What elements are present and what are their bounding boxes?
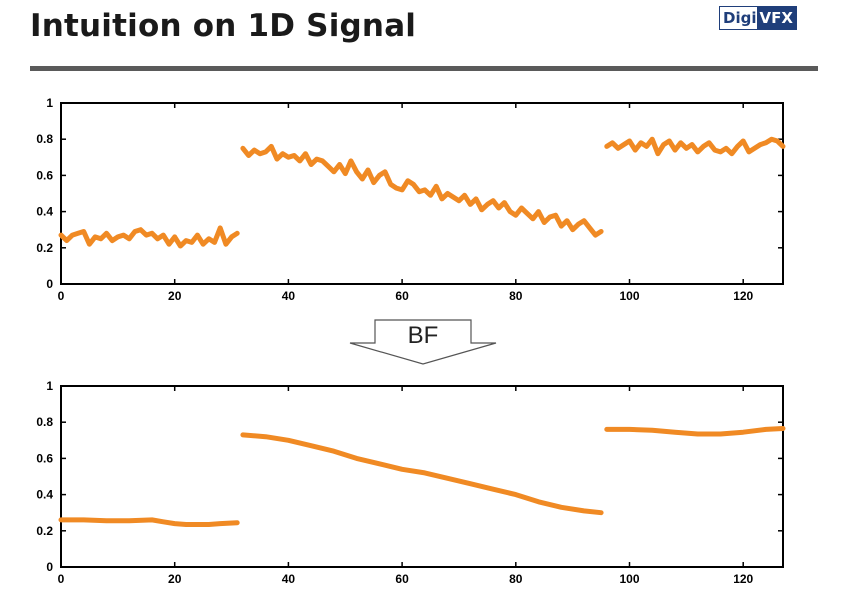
chart1-series-1-line	[58, 225, 240, 249]
chart2-y-tick-label: 0.4	[36, 488, 53, 502]
chart2-y-tick-label: 0.6	[36, 451, 53, 465]
chart2-frame	[60, 385, 784, 568]
chart1-series-3-line	[604, 136, 786, 157]
logo-part-2: VFX	[757, 7, 796, 29]
slide-title: Intuition on 1D Signal	[30, 8, 417, 44]
chart1-x-tick-label: 20	[168, 289, 182, 303]
bf-arrow: BF	[348, 318, 498, 366]
chart1-y-tick-label: 1	[46, 96, 53, 110]
digivfx-logo: Digi VFX	[719, 6, 797, 30]
chart2-x-tick-label: 40	[282, 572, 296, 586]
chart1-series-2-line	[240, 143, 604, 238]
chart1-y-tick-label: 0.6	[36, 168, 53, 182]
chart2-series-2-line	[240, 432, 604, 516]
chart2-x-tick-label: 120	[733, 572, 753, 586]
chart2-y-tick-label: 0	[46, 560, 53, 574]
chart2-x-tick-label: 0	[58, 572, 65, 586]
chart2-y-tick-label: 0.8	[36, 415, 53, 429]
chart2-x-tick-label: 20	[168, 572, 182, 586]
chart1-x-tick-label: 40	[282, 289, 296, 303]
chart1-y-tick-label: 0.8	[36, 132, 53, 146]
chart1-x-tick-label: 0	[58, 289, 65, 303]
chart1-y-tick-label: 0.2	[36, 241, 53, 255]
down-arrow-icon	[349, 319, 497, 365]
chart1-y-tick-label: 0.4	[36, 205, 53, 219]
chart1-x-tick-label: 120	[733, 289, 753, 303]
bf-label: BF	[407, 322, 439, 349]
chart1-y-tick-label: 0	[46, 277, 53, 291]
chart1-frame	[60, 102, 784, 285]
chart2-x-tick-label: 80	[509, 572, 523, 586]
logo-part-1: Digi	[720, 7, 758, 29]
chart2-series-1-line	[58, 517, 240, 527]
chart1-x-tick-label: 80	[509, 289, 523, 303]
title-divider	[30, 66, 818, 71]
chart1-x-tick-label: 100	[619, 289, 639, 303]
chart2-x-tick-label: 100	[619, 572, 639, 586]
chart2-y-tick-label: 0.2	[36, 524, 53, 538]
chart2-series-3-line	[604, 426, 786, 437]
chart1-x-tick-label: 60	[395, 289, 409, 303]
chart2-x-tick-label: 60	[395, 572, 409, 586]
chart2-y-tick-label: 1	[46, 379, 53, 393]
